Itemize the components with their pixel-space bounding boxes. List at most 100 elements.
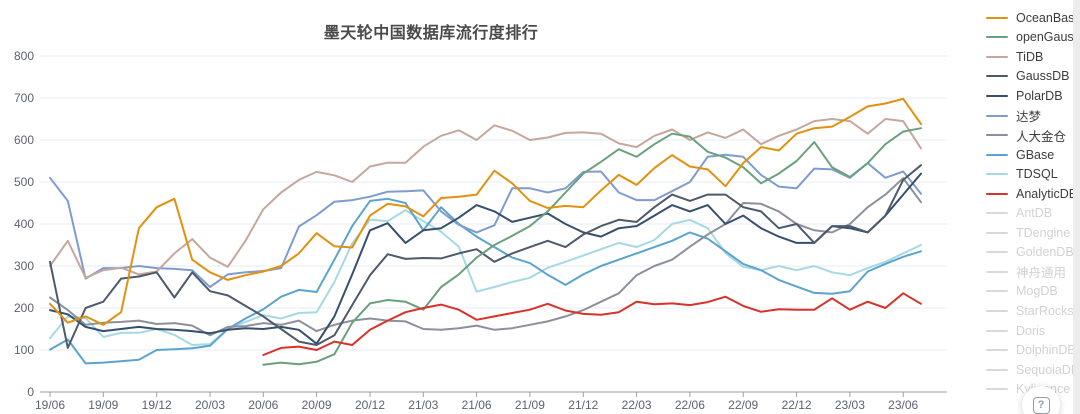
legend-swatch (986, 212, 1008, 215)
chart-title: 墨天轮中国数据库流行度排行 (323, 25, 539, 42)
x-axis-tick-label: 20/06 (248, 398, 278, 412)
legend-item-达梦[interactable]: 达梦 (986, 106, 1078, 126)
x-axis-tick-label: 19/09 (88, 398, 118, 412)
x-axis-tick-label: 21/12 (568, 398, 598, 412)
legend-label: GBase (1016, 147, 1055, 162)
x-axis-tick-label: 21/03 (408, 398, 438, 412)
series-line-人大金仓 (49, 177, 922, 337)
legend-item-MogDB[interactable]: MogDB (986, 282, 1078, 302)
legend-item-AntDB[interactable]: AntDB (986, 203, 1078, 223)
series-line-达梦 (49, 153, 922, 288)
legend-item-TDSQL[interactable]: TDSQL (986, 164, 1078, 184)
legend-label: TDSQL (1016, 167, 1058, 182)
legend-label: SequoiaDB (1016, 362, 1080, 377)
x-axis-tick-label: 21/09 (515, 398, 545, 412)
page-edge-strip (1073, 0, 1080, 414)
legend-item-Doris[interactable]: Doris (986, 321, 1078, 341)
legend-swatch (986, 290, 1008, 293)
y-axis-tick-label: 500 (14, 175, 34, 189)
legend-swatch (986, 36, 1008, 39)
help-button[interactable]: ? (1022, 386, 1060, 414)
legend-item-GBase[interactable]: GBase (986, 145, 1078, 165)
legend-swatch (986, 270, 1008, 273)
legend-item-神舟通用[interactable]: 神舟通用 (986, 262, 1078, 282)
legend-item-人大金仓[interactable]: 人大金仓 (986, 125, 1078, 145)
legend-swatch (986, 231, 1008, 234)
series-line-GBase (49, 197, 922, 365)
series-line-PolarDB (49, 172, 922, 345)
legend-label: PolarDB (1016, 88, 1063, 103)
y-axis-tick-label: 800 (14, 49, 34, 63)
series-line-AnalyticDB (262, 292, 922, 356)
x-axis-tick-label: 21/06 (462, 398, 492, 412)
x-axis-tick-label: 22/09 (728, 398, 758, 412)
legend-label: GoldenDB (1016, 245, 1074, 260)
legend-label: AnalyticDB (1016, 186, 1078, 201)
legend-swatch (986, 329, 1008, 332)
legend-label: TiDB (1016, 49, 1044, 64)
y-axis-tick-label: 400 (14, 217, 34, 231)
question-icon: ? (1032, 396, 1050, 414)
x-axis-tick-label: 19/06 (35, 398, 65, 412)
legend-swatch (986, 388, 1008, 391)
legend-swatch (986, 153, 1008, 156)
legend-swatch (986, 251, 1008, 254)
legend-item-openGauss[interactable]: openGauss (986, 28, 1080, 48)
legend-label: AntDB (1016, 206, 1053, 221)
legend-item-DolphinDB[interactable]: DolphinDB (986, 340, 1078, 360)
legend-label: MogDB (1016, 284, 1058, 299)
series-line-TDSQL (49, 209, 922, 346)
series-line-TiDB (49, 118, 922, 279)
legend-swatch (986, 134, 1008, 137)
legend-item-StarRocks[interactable]: StarRocks (986, 301, 1078, 321)
legend-swatch (986, 349, 1008, 352)
legend-swatch (986, 173, 1008, 176)
y-axis-tick-label: 0 (27, 385, 34, 399)
legend-item-PolarDB[interactable]: PolarDB (986, 86, 1078, 106)
y-axis-tick-label: 200 (14, 301, 34, 315)
x-axis-tick-label: 20/03 (195, 398, 225, 412)
legend-item-TiDB[interactable]: TiDB (986, 47, 1078, 67)
x-axis-tick-label: 22/03 (622, 398, 652, 412)
legend-swatch (986, 309, 1008, 312)
x-axis-tick-label: 19/12 (142, 398, 172, 412)
legend-label: openGauss (1016, 30, 1080, 45)
y-axis-tick-label: 300 (14, 259, 34, 273)
x-axis-tick-label: 23/06 (888, 398, 918, 412)
legend-item-AnalyticDB[interactable]: AnalyticDB (986, 184, 1078, 204)
legend-swatch (986, 114, 1008, 117)
legend-item-OceanBase[interactable]: OceanBase (986, 8, 1080, 28)
legend-label: StarRocks (1016, 303, 1074, 318)
legend-item-TDengine[interactable]: TDengine (986, 223, 1078, 243)
y-axis-tick-label: 100 (14, 343, 34, 357)
x-axis-tick-label: 20/09 (302, 398, 332, 412)
legend-label: DolphinDB (1016, 343, 1076, 358)
legend-swatch (986, 192, 1008, 195)
legend-label: OceanBase (1016, 10, 1080, 25)
y-axis-tick-label: 700 (14, 91, 34, 105)
y-axis-tick-label: 600 (14, 133, 34, 147)
x-axis-tick-label: 20/12 (355, 398, 385, 412)
legend: OceanBase openGauss TiDB GaussDB PolarDB 达梦人大… (986, 8, 1080, 399)
legend-item-GoldenDB[interactable]: GoldenDB (986, 243, 1078, 263)
series-line-GaussDB (49, 164, 922, 349)
legend-label: 神舟通用 (1016, 266, 1067, 281)
series-line-OceanBase (49, 97, 922, 326)
legend-label: GaussDB (1016, 69, 1070, 84)
legend-swatch (986, 94, 1008, 97)
series-line-openGauss (262, 127, 922, 366)
x-axis-tick-label: 22/06 (675, 398, 705, 412)
legend-label: Doris (1016, 323, 1046, 338)
legend-item-SequoiaDB[interactable]: SequoiaDB (986, 360, 1080, 380)
legend-label: 达梦 (1016, 110, 1042, 124)
legend-label: 人大金仓 (1016, 129, 1067, 144)
legend-item-GaussDB[interactable]: GaussDB (986, 67, 1078, 87)
legend-swatch (986, 16, 1008, 19)
legend-label: TDengine (1016, 225, 1071, 240)
legend-swatch (986, 368, 1008, 371)
legend-swatch (986, 55, 1008, 58)
x-axis-tick-label: 22/12 (782, 398, 812, 412)
x-axis-tick-label: 23/03 (835, 398, 865, 412)
